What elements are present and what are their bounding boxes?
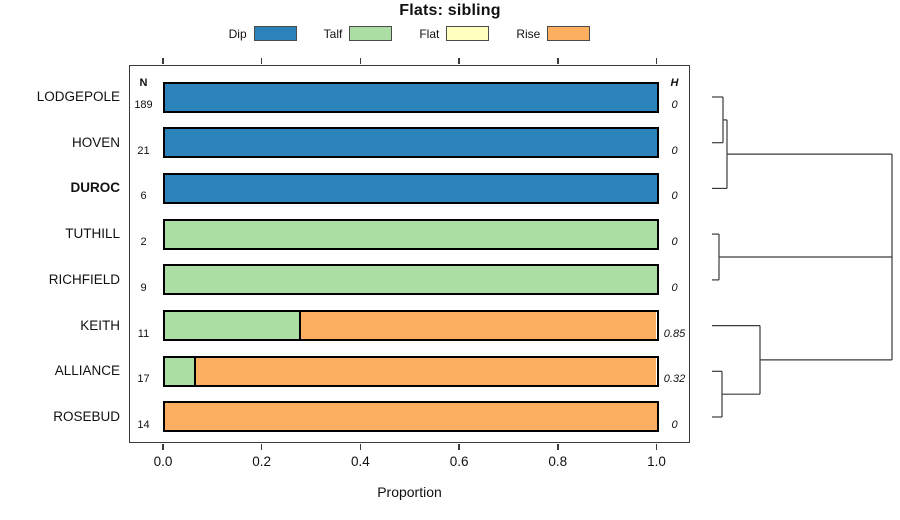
- bar-segment-rise: [299, 312, 657, 340]
- legend-label: Flat: [419, 26, 440, 41]
- x-axis-tick-label: 0.8: [548, 454, 568, 469]
- n-column-header: N: [139, 77, 148, 89]
- legend-item-talf: Talf: [324, 26, 393, 41]
- x-axis-bottom-tick: [458, 444, 460, 450]
- x-axis-bottom-tick: [655, 444, 658, 450]
- bar-segment-dip: [165, 129, 657, 157]
- x-axis-bottom-tick: [557, 444, 559, 450]
- h-value: 0.85: [663, 327, 686, 340]
- row-label-duroc: DUROC: [70, 180, 121, 196]
- n-value: 9: [140, 281, 147, 294]
- chart-title: Flats: sibling: [399, 2, 501, 19]
- legend-label: Dip: [228, 26, 247, 41]
- h-value: 0: [671, 418, 678, 431]
- stacked-bar-tuthill: [163, 218, 659, 250]
- row-label-rosebud: ROSEBUD: [53, 408, 120, 424]
- stacked-bar-keith: [163, 310, 659, 342]
- h-value: 0: [671, 281, 678, 294]
- plot-box: [129, 65, 690, 443]
- legend-label: Talf: [323, 26, 343, 41]
- row-label-alliance: ALLIANCE: [54, 363, 120, 379]
- x-axis-top-tick: [162, 58, 164, 64]
- legend-swatch-rise: [547, 26, 591, 41]
- stacked-bar-alliance: [163, 355, 659, 387]
- h-value: 0: [671, 236, 678, 249]
- bar-segment-dip: [165, 83, 657, 111]
- stacked-bar-lodgepole: [163, 81, 659, 113]
- h-value: 0: [671, 99, 678, 111]
- h-value: 0.32: [663, 373, 686, 386]
- bar-segment-rise: [165, 403, 657, 431]
- x-axis-top-tick: [655, 58, 658, 64]
- x-axis-tick-label: 1.0: [647, 454, 666, 469]
- legend-item-dip: Dip: [229, 26, 297, 41]
- h-value: 0: [671, 144, 678, 157]
- x-axis-top-tick: [458, 58, 460, 64]
- stacked-bar-richfield: [163, 264, 659, 296]
- x-axis-tick-label: 0.6: [449, 454, 469, 469]
- x-axis-tick-label: 0.2: [252, 454, 272, 469]
- x-axis-top-tick: [260, 58, 263, 64]
- legend-item-flat: Flat: [419, 26, 490, 41]
- legend-swatch-dip: [253, 26, 297, 41]
- x-axis-tick-label: 0.0: [153, 454, 173, 469]
- legend: Dip Talf Flat Rise: [129, 25, 690, 42]
- x-axis-top-tick: [359, 58, 362, 64]
- row-label-keith: KEITH: [80, 317, 120, 333]
- stacked-bar-duroc: [163, 172, 659, 204]
- x-axis-label: Proportion: [377, 484, 442, 500]
- row-label-lodgepole: LODGEPOLE: [36, 89, 120, 104]
- bar-segment-talf: [165, 220, 657, 248]
- x-axis-bottom-tick: [359, 444, 362, 450]
- n-value: 14: [137, 418, 150, 431]
- n-value: 21: [137, 144, 150, 157]
- bar-segment-rise: [193, 357, 657, 385]
- bar-segment-talf: [165, 357, 194, 385]
- x-axis-bottom-tick: [162, 444, 164, 450]
- n-value: 11: [137, 327, 150, 340]
- row-label-hoven: HOVEN: [71, 134, 120, 150]
- bar-segment-dip: [165, 174, 657, 202]
- n-value: 6: [140, 190, 147, 203]
- n-value: 17: [137, 373, 150, 386]
- stacked-bar-hoven: [163, 127, 659, 159]
- legend-label: Rise: [516, 26, 541, 41]
- x-axis-top-tick: [557, 58, 559, 64]
- x-axis-bottom-tick: [260, 444, 263, 450]
- row-label-tuthill: TUTHILL: [65, 226, 120, 242]
- n-value: 189: [134, 99, 153, 111]
- stacked-bar-rosebud: [163, 401, 659, 433]
- bar-segment-talf: [165, 266, 657, 294]
- h-column-header: H: [670, 77, 679, 89]
- bar-segment-talf: [165, 312, 300, 340]
- legend-swatch-talf: [349, 26, 393, 41]
- h-value: 0: [671, 190, 678, 203]
- n-value: 2: [140, 236, 147, 249]
- legend-item-rise: Rise: [516, 26, 591, 41]
- row-label-richfield: RICHFIELD: [48, 271, 120, 287]
- x-axis-tick-label: 0.4: [351, 454, 370, 469]
- legend-swatch-flat: [446, 26, 490, 41]
